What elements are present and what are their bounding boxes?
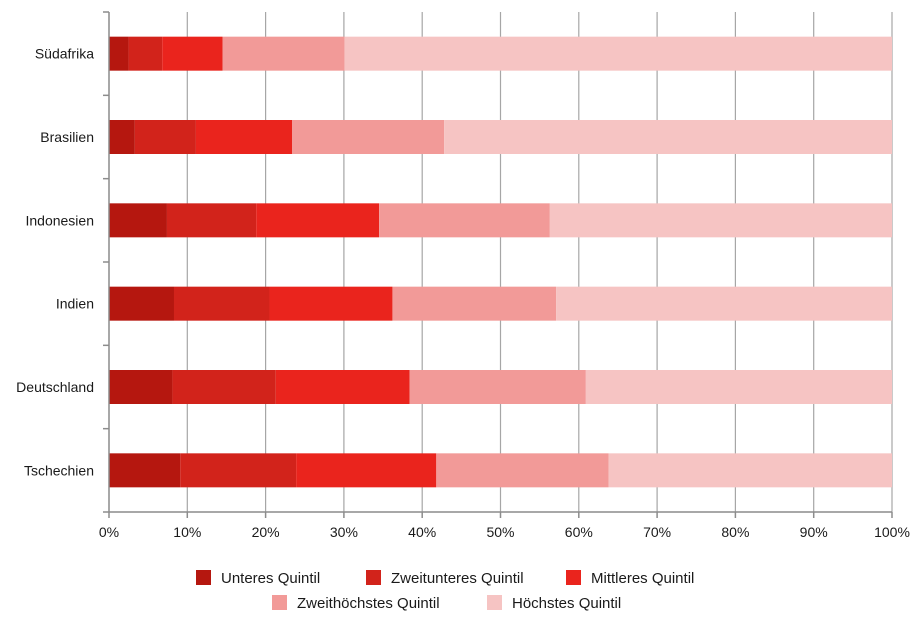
gridlines <box>186 12 893 512</box>
x-tick-label: 50% <box>486 524 514 540</box>
bar-segment <box>109 36 129 71</box>
bar-segment <box>556 286 892 321</box>
legend-label: Zweitunteres Quintil <box>391 570 524 587</box>
bar-segment <box>109 286 174 321</box>
bar-segment <box>128 36 163 71</box>
bar-segment <box>292 120 445 154</box>
axes: Südafrika Brasilien Indonesien Indien Deutsc… <box>16 11 910 540</box>
x-tick-label: 0% <box>99 524 119 540</box>
bar-segment <box>444 120 892 154</box>
bar-segment <box>109 120 135 154</box>
x-tick-label: 40% <box>408 524 436 540</box>
x-tick-label: 60% <box>565 524 593 540</box>
legend-label: Unteres Quintil <box>221 570 320 587</box>
bar-segment <box>195 120 293 154</box>
x-tick-label: 70% <box>643 524 671 540</box>
bar-segment <box>109 203 167 238</box>
bar-segment <box>180 453 297 488</box>
legend-swatch <box>196 570 211 585</box>
bar-segment <box>134 120 196 154</box>
category-label: Südafrika <box>35 46 94 62</box>
bar-segment <box>585 370 892 404</box>
bar-segment <box>409 370 586 404</box>
bar-segment <box>166 203 257 238</box>
category-label: Indonesien <box>25 212 94 228</box>
category-label: Tschechien <box>24 462 94 478</box>
x-tick-label: 80% <box>721 524 749 540</box>
legend-label: Mittleres Quintil <box>591 570 694 587</box>
bar-segment <box>275 370 410 404</box>
bars <box>109 36 893 488</box>
bar-segment <box>296 453 437 488</box>
x-tick-label: 30% <box>330 524 358 540</box>
bar-segment <box>173 286 270 321</box>
bar-segment <box>549 203 892 238</box>
bar-segment <box>256 203 380 238</box>
legend-label: Zweithöchstes Quintil <box>297 595 440 612</box>
bar-segment <box>222 36 345 71</box>
bar-segment <box>344 36 893 71</box>
bar-segment <box>392 286 557 321</box>
bar-segment <box>436 453 609 488</box>
x-tick-label: 10% <box>173 524 201 540</box>
bar-segment <box>269 286 393 321</box>
legend-swatch <box>272 595 287 610</box>
legend-label: Höchstes Quintil <box>512 595 621 612</box>
category-label: Brasilien <box>40 129 94 145</box>
bar-segment <box>109 370 173 404</box>
bar-segment <box>608 453 892 488</box>
legend-swatch <box>487 595 502 610</box>
legend: Unteres Quintil Zweitunteres Quintil Mittl… <box>196 570 694 612</box>
category-label: Deutschland <box>16 379 94 395</box>
legend-swatch <box>366 570 381 585</box>
x-tick-label: 100% <box>874 524 910 540</box>
x-tick-label: 90% <box>800 524 828 540</box>
bar-segment <box>379 203 550 238</box>
x-tick-label: 20% <box>252 524 280 540</box>
category-label: Indien <box>56 296 94 312</box>
bar-segment <box>162 36 223 71</box>
legend-swatch <box>566 570 581 585</box>
bar-segment <box>172 370 276 404</box>
bar-segment <box>109 453 181 488</box>
